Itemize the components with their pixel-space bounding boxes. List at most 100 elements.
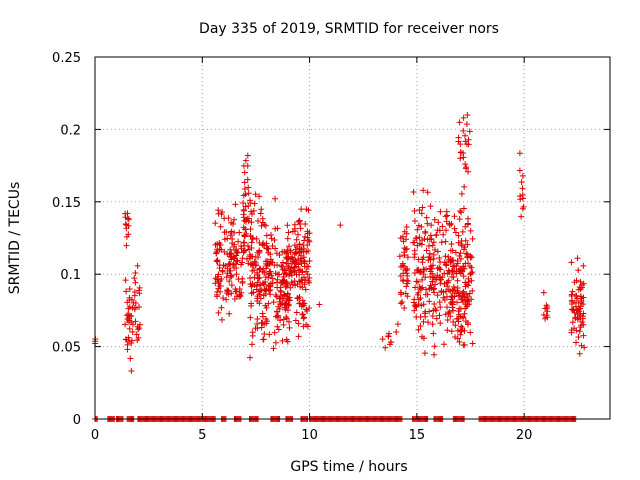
data-point	[442, 253, 449, 260]
data-point	[436, 312, 443, 319]
data-point	[266, 268, 273, 275]
data-point	[125, 305, 132, 312]
data-point	[425, 243, 432, 250]
data-point	[457, 250, 464, 257]
data-point	[124, 215, 131, 222]
data-point	[126, 286, 133, 293]
data-point	[459, 315, 466, 322]
data-point	[468, 254, 475, 261]
data-point	[460, 127, 467, 134]
data-point	[469, 235, 476, 242]
data-point	[411, 307, 418, 314]
data-point	[300, 254, 307, 261]
data-point	[248, 260, 255, 267]
data-point	[217, 288, 224, 295]
data-point	[237, 292, 244, 299]
data-point	[228, 272, 235, 279]
data-point	[131, 275, 138, 282]
data-point	[518, 213, 525, 220]
data-point	[543, 302, 550, 309]
data-point	[285, 301, 292, 308]
data-point	[244, 152, 251, 159]
data-point	[232, 201, 239, 208]
data-point	[274, 261, 281, 268]
data-point	[276, 271, 283, 278]
data-point	[227, 274, 234, 281]
data-point	[540, 289, 547, 296]
data-point	[303, 206, 310, 213]
data-point	[132, 269, 139, 276]
data-point	[262, 302, 269, 309]
data-point	[382, 344, 389, 351]
data-point	[250, 207, 257, 214]
data-point	[438, 276, 445, 283]
data-point	[224, 288, 231, 295]
data-point	[226, 310, 233, 317]
data-point	[420, 301, 427, 308]
data-point	[418, 210, 425, 217]
data-point	[247, 261, 254, 268]
data-point	[569, 319, 576, 326]
data-point	[579, 318, 586, 325]
data-point	[252, 191, 259, 198]
data-point	[257, 266, 264, 273]
data-point	[416, 284, 423, 291]
data-point	[401, 245, 408, 252]
data-point	[572, 314, 579, 321]
data-point	[385, 333, 392, 340]
data-point	[458, 255, 465, 262]
data-point	[399, 298, 406, 305]
data-point	[445, 253, 452, 260]
data-point	[439, 274, 446, 281]
data-point	[431, 289, 438, 296]
data-point	[416, 206, 423, 213]
data-point	[283, 250, 290, 257]
data-point	[459, 228, 466, 235]
data-point	[460, 263, 467, 270]
data-point	[462, 138, 469, 145]
data-point	[263, 320, 270, 327]
data-point	[251, 200, 258, 207]
data-point	[242, 157, 249, 164]
data-point	[396, 253, 403, 260]
data-point	[272, 195, 279, 202]
data-point	[296, 218, 303, 225]
data-point	[465, 136, 472, 143]
data-point	[431, 216, 438, 223]
data-point	[263, 232, 270, 239]
data-point	[271, 329, 278, 336]
data-point	[301, 281, 308, 288]
data-point	[404, 265, 411, 272]
data-point	[297, 225, 304, 232]
data-point	[287, 284, 294, 291]
data-point	[293, 236, 300, 243]
data-point	[257, 282, 264, 289]
data-point	[415, 222, 422, 229]
data-point	[427, 232, 434, 239]
data-point	[292, 263, 299, 270]
data-point	[262, 273, 269, 280]
data-point	[542, 305, 549, 312]
data-point	[122, 277, 129, 284]
data-point	[223, 296, 230, 303]
data-point	[233, 252, 240, 259]
data-point	[231, 255, 238, 262]
data-point	[444, 317, 451, 324]
data-point	[580, 280, 587, 287]
data-point	[275, 326, 282, 333]
data-point	[401, 252, 408, 259]
data-point	[469, 287, 476, 294]
data-point	[467, 227, 474, 234]
data-point	[243, 218, 250, 225]
data-point	[224, 235, 231, 242]
data-point	[220, 295, 227, 302]
data-point	[270, 345, 277, 352]
x-tick-label: 20	[516, 428, 533, 443]
data-point	[214, 240, 221, 247]
data-point	[283, 271, 290, 278]
data-point	[403, 283, 410, 290]
data-point	[573, 277, 580, 284]
data-point	[436, 227, 443, 234]
data-point	[436, 299, 443, 306]
data-point	[403, 245, 410, 252]
